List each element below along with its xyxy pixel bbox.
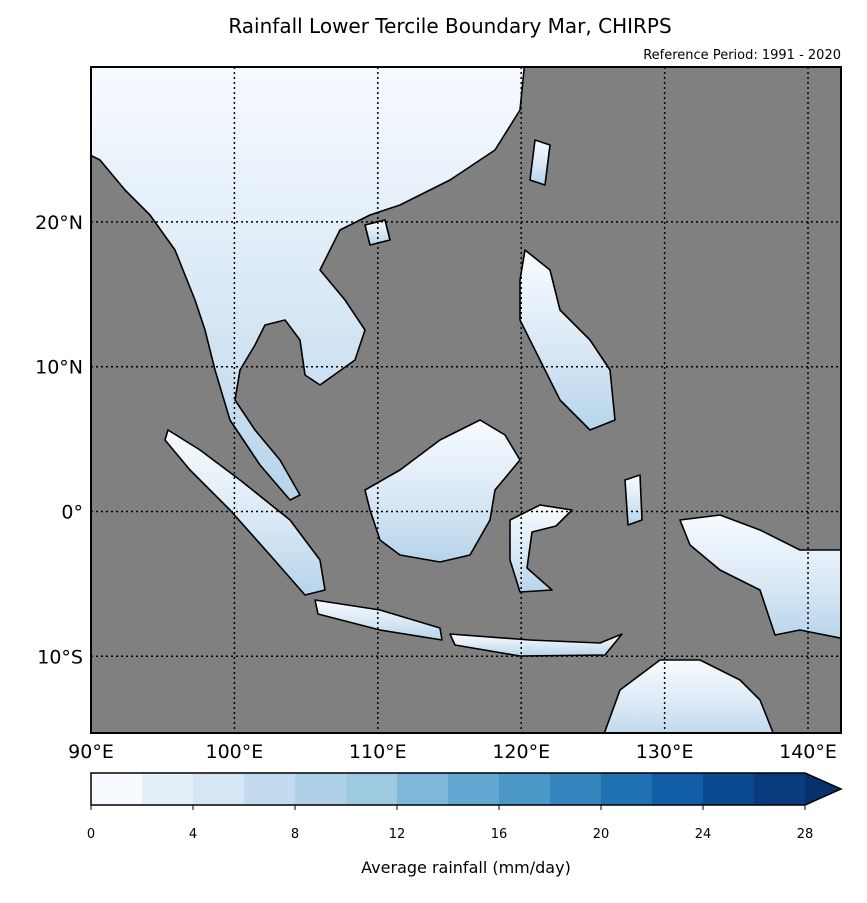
colorbar-bin bbox=[193, 773, 245, 805]
lon-tick-label: 120°E bbox=[492, 741, 550, 763]
borneo bbox=[364, 419, 521, 563]
mainland-asia bbox=[91, 67, 526, 501]
new-guinea bbox=[679, 514, 841, 640]
sumatra bbox=[164, 429, 326, 596]
colorbar-bin bbox=[550, 773, 602, 805]
lesser-sunda bbox=[449, 633, 623, 657]
colorbar-tick-label: 16 bbox=[491, 827, 508, 842]
colorbar-extension bbox=[805, 773, 841, 805]
lat-tick-label: 0° bbox=[61, 501, 83, 523]
colorbar-tick-label: 0 bbox=[87, 827, 95, 842]
colorbar-label: Average rainfall (mm/day) bbox=[361, 858, 571, 877]
colorbar-outline bbox=[90, 772, 843, 806]
colorbar-bin bbox=[448, 773, 500, 805]
australia bbox=[603, 659, 775, 733]
lon-tick-label: 90°E bbox=[68, 741, 114, 763]
colorbar-bin bbox=[499, 773, 551, 805]
lon-tick-label: 100°E bbox=[206, 741, 264, 763]
colorbar-tick-label: 4 bbox=[189, 827, 197, 842]
lon-tick-label: 130°E bbox=[636, 741, 694, 763]
colorbar-bin bbox=[91, 773, 143, 805]
map-title: Rainfall Lower Tercile Boundary Mar, CHI… bbox=[228, 14, 671, 38]
lon-tick-label: 110°E bbox=[349, 741, 407, 763]
colorbar-bin bbox=[601, 773, 653, 805]
colorbar-bin bbox=[397, 773, 449, 805]
colorbar-bin bbox=[142, 773, 194, 805]
taiwan bbox=[529, 139, 551, 186]
lat-tick-label: 10°N bbox=[35, 357, 83, 379]
philippines bbox=[519, 249, 616, 431]
colorbar-bin bbox=[295, 773, 347, 805]
map-frame bbox=[90, 66, 842, 734]
colorbar-bin bbox=[703, 773, 755, 805]
lat-tick-label: 10°S bbox=[37, 646, 83, 668]
colorbar-tick-label: 20 bbox=[593, 827, 610, 842]
colorbar-bin bbox=[346, 773, 398, 805]
lon-tick-label: 140°E bbox=[779, 741, 837, 763]
colorbar-tick-label: 12 bbox=[389, 827, 406, 842]
colorbar-bin bbox=[244, 773, 296, 805]
lat-tick-label: 20°N bbox=[35, 212, 83, 234]
colorbar-tick-label: 24 bbox=[695, 827, 712, 842]
colorbar: 0 4 8 12 16 20 24 28 bbox=[87, 772, 843, 842]
java bbox=[314, 599, 443, 641]
colorbar-bin bbox=[652, 773, 704, 805]
halmahera bbox=[624, 474, 643, 526]
colorbar-tick-label: 8 bbox=[291, 827, 299, 842]
colorbar-bin bbox=[754, 773, 806, 805]
land-masses bbox=[91, 67, 841, 733]
map-subtitle: Reference Period: 1991 - 2020 bbox=[643, 48, 841, 63]
sulawesi bbox=[509, 504, 573, 593]
colorbar-tick-label: 28 bbox=[797, 827, 814, 842]
